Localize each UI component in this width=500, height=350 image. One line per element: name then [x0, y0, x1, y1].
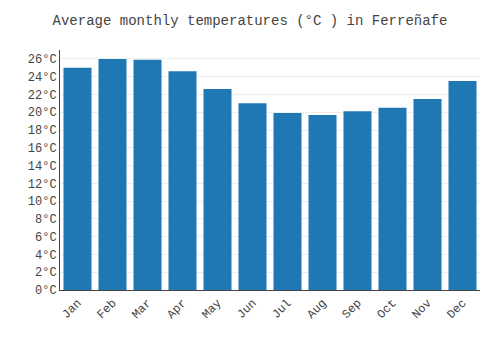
svg-text:Jun: Jun	[234, 297, 259, 322]
svg-text:26°C: 26°C	[28, 53, 57, 67]
svg-text:Jul: Jul	[269, 297, 294, 322]
svg-text:Feb: Feb	[94, 297, 119, 322]
svg-text:4°C: 4°C	[35, 249, 57, 263]
svg-text:Jan: Jan	[59, 297, 84, 322]
svg-text:May: May	[199, 297, 224, 322]
svg-text:10°C: 10°C	[28, 195, 57, 209]
svg-text:Average monthly temperatures (: Average monthly temperatures (°C ) in Fe…	[53, 13, 448, 29]
svg-text:Dec: Dec	[444, 297, 469, 322]
svg-text:16°C: 16°C	[28, 142, 57, 156]
svg-text:Mar: Mar	[129, 297, 154, 322]
svg-text:Sep: Sep	[339, 297, 364, 322]
svg-text:Nov: Nov	[409, 297, 434, 322]
svg-text:Apr: Apr	[164, 297, 189, 322]
svg-text:Aug: Aug	[304, 297, 329, 322]
svg-text:2°C: 2°C	[35, 266, 57, 280]
svg-text:14°C: 14°C	[28, 160, 57, 174]
svg-text:12°C: 12°C	[28, 178, 57, 192]
svg-text:6°C: 6°C	[35, 231, 57, 245]
svg-text:18°C: 18°C	[28, 124, 57, 138]
svg-text:22°C: 22°C	[28, 89, 57, 103]
svg-text:0°C: 0°C	[35, 284, 57, 298]
svg-text:8°C: 8°C	[35, 213, 57, 227]
svg-text:20°C: 20°C	[28, 106, 57, 120]
svg-text:24°C: 24°C	[28, 71, 57, 85]
svg-text:Oct: Oct	[374, 297, 399, 322]
